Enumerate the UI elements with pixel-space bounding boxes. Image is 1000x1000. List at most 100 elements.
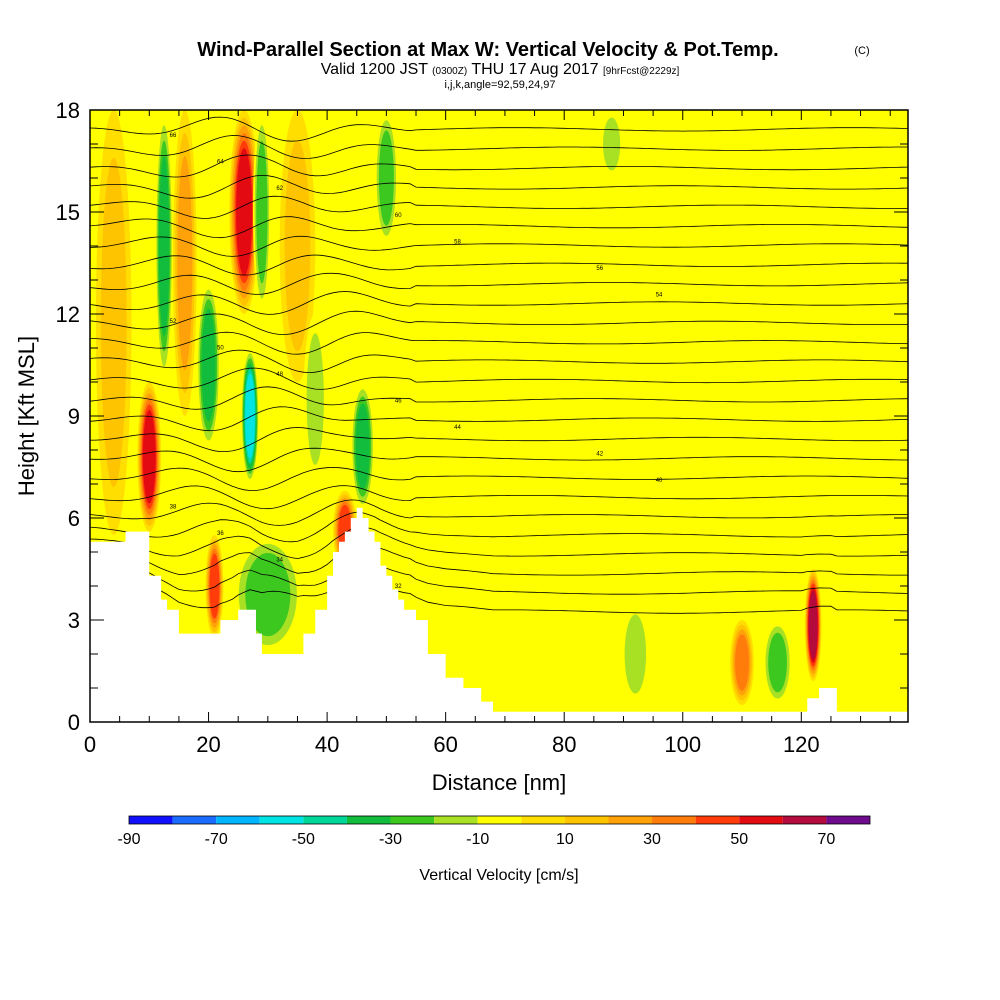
theta-contour-line	[90, 386, 908, 410]
velocity-band	[142, 410, 156, 504]
x-tick-label: 100	[664, 732, 701, 757]
colorbar-tick-label: -70	[205, 831, 228, 848]
y-tick-label: 0	[68, 710, 80, 735]
colorbar-swatch	[434, 816, 478, 824]
theta-contour-label: 34	[276, 558, 283, 564]
theta-contour-line	[90, 216, 908, 239]
colorbar-swatch	[259, 816, 304, 824]
colorbar-tick-label: 10	[556, 831, 574, 848]
x-tick-label: 60	[433, 732, 457, 757]
copyright-mark: (C)	[854, 45, 869, 57]
colorbar-swatch	[739, 816, 783, 824]
colorbar-swatch	[346, 816, 391, 824]
velocity-feature	[374, 110, 399, 246]
y-axis-label: Height [Kft MSL]	[14, 336, 39, 496]
theta-contour-label: 56	[596, 266, 603, 272]
y-tick-label: 12	[56, 302, 80, 327]
utc-time-text: (0300Z)	[432, 66, 467, 77]
velocity-band	[603, 117, 621, 171]
theta-contour-label: 40	[656, 478, 663, 484]
velocity-feature	[229, 110, 259, 314]
theta-contour-label: 60	[395, 213, 402, 219]
velocity-band	[735, 634, 749, 691]
valid-date-text: THU 17 Aug 2017	[471, 61, 598, 78]
colorbar: -90 -70 -50 -30 -10 10 30 50 70	[117, 815, 871, 848]
x-tick-label: 0	[84, 732, 96, 757]
theta-contour-label: 48	[276, 372, 283, 378]
velocity-band	[768, 632, 787, 693]
theta-contour-line	[90, 174, 908, 199]
chart-subtitle: Valid 1200 JST (0300Z) THU 17 Aug 2017 […	[321, 61, 680, 78]
theta-contour-line	[90, 466, 908, 491]
theta-contour-line	[90, 235, 908, 257]
theta-contour-label: 44	[454, 425, 461, 431]
theta-contour-line	[90, 367, 908, 390]
theta-contour-label: 54	[656, 292, 663, 298]
velocity-feature	[303, 314, 328, 484]
colorbar-swatch	[695, 816, 740, 824]
theta-contour-label: 50	[217, 345, 224, 351]
velocity-shading	[95, 110, 822, 705]
theta-contour-line	[90, 254, 908, 276]
velocity-feature	[730, 620, 754, 705]
theta-contour-label: 66	[170, 133, 177, 139]
potential-temperature-contours: 66 64 62 60 58 56 54 52 50 48 46 44 42 40 38 36 34 32	[90, 116, 908, 614]
velocity-band	[306, 333, 324, 465]
colorbar-tick-label: -10	[466, 831, 489, 848]
theta-contour-line	[90, 272, 908, 295]
colorbar-tick-label: 50	[730, 831, 748, 848]
theta-contour-line	[90, 543, 908, 576]
theta-contour-label: 36	[217, 531, 224, 537]
velocity-feature	[172, 110, 197, 416]
theta-contour-line	[90, 135, 908, 159]
terrain-shape	[90, 507, 908, 722]
theta-contour-line	[90, 447, 908, 473]
theta-contour-line	[90, 195, 908, 219]
colorbar-tick-label: -90	[117, 831, 140, 848]
velocity-feature	[196, 280, 221, 450]
velocity-band	[177, 155, 193, 371]
theta-contour-line	[90, 485, 908, 510]
colorbar-frame	[128, 815, 871, 825]
velocity-feature	[137, 382, 162, 532]
velocity-band	[158, 155, 170, 337]
velocity-feature	[762, 620, 793, 705]
velocity-feature	[350, 382, 375, 512]
colorbar-swatch	[216, 816, 260, 824]
forecast-info-text: [9hrFcst@2229z]	[603, 66, 680, 77]
theta-contour-line	[90, 427, 908, 452]
velocity-band	[624, 614, 647, 694]
colorbar-swatch	[652, 816, 696, 824]
velocity-band	[378, 130, 394, 226]
grid-index-text: i,j,k,angle=92,59,24,97	[444, 79, 555, 91]
theta-contour-line	[90, 154, 908, 178]
theta-contour-label: 58	[454, 239, 461, 245]
theta-contour-label: 38	[170, 504, 177, 510]
x-tick-label: 120	[783, 732, 820, 757]
theta-contour-label: 64	[217, 160, 224, 166]
colorbar-swatch	[826, 816, 870, 824]
x-axis-label: Distance [nm]	[432, 770, 567, 795]
velocity-band	[245, 373, 255, 459]
colorbar-swatch	[521, 816, 565, 824]
y-tick-label: 18	[56, 98, 80, 123]
theta-contour-line	[90, 576, 908, 614]
colorbar-swatch	[477, 816, 522, 824]
colorbar-swatch	[129, 816, 173, 824]
colorbar-swatch	[564, 816, 609, 824]
valid-time-text: Valid 1200 JST	[321, 61, 429, 78]
theta-contour-line	[90, 526, 908, 560]
theta-contour-line	[90, 349, 908, 374]
colorbar-swatch	[608, 816, 653, 824]
y-tick-label: 3	[68, 608, 80, 633]
colorbar-tick-label: -30	[379, 831, 402, 848]
colorbar-swatch	[303, 816, 347, 824]
x-tick-label: 20	[196, 732, 220, 757]
theta-contour-label: 32	[395, 584, 402, 590]
velocity-band	[236, 148, 253, 276]
velocity-feature	[241, 348, 259, 484]
theta-contour-line	[90, 116, 908, 142]
y-tick-label: 6	[68, 506, 80, 531]
velocity-feature	[95, 110, 132, 535]
